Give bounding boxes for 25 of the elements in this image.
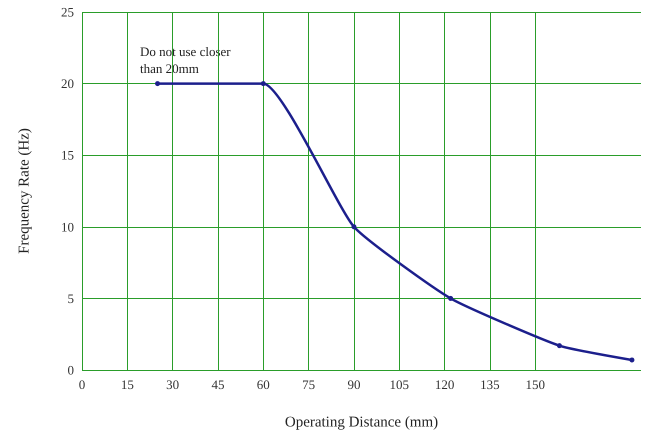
point bbox=[260, 81, 266, 86]
y-tick-label: 10 bbox=[61, 219, 74, 234]
point bbox=[448, 296, 454, 301]
y-tick-label: 5 bbox=[68, 290, 74, 306]
x-tick-label: 135 bbox=[480, 377, 500, 392]
y-tick-label: 0 bbox=[68, 362, 74, 378]
x-tick-label: 120 bbox=[434, 377, 454, 392]
x-tick-label: 75 bbox=[302, 377, 316, 392]
point bbox=[155, 81, 160, 86]
x-tick-label: 105 bbox=[390, 377, 410, 392]
point bbox=[629, 357, 634, 362]
x-axis-title: Operating Distance (mm) bbox=[284, 414, 438, 430]
x-tick-label: 30 bbox=[166, 377, 180, 392]
y-tick-label: 20 bbox=[61, 76, 74, 92]
point bbox=[351, 224, 356, 230]
x-tick-label: 60 bbox=[256, 377, 270, 392]
x-tick-label: 90 bbox=[347, 377, 360, 392]
x-tick-label: 45 bbox=[211, 377, 224, 392]
point bbox=[556, 343, 562, 348]
y-tick-label: 25 bbox=[61, 4, 74, 20]
x-tick-label: 15 bbox=[120, 377, 134, 392]
y-tick-label: 15 bbox=[61, 148, 74, 163]
x-tick-label: 0 bbox=[78, 377, 86, 392]
y-axis-title: Frequency Rate (Hz) bbox=[16, 128, 32, 254]
x-tick-label: 150 bbox=[525, 377, 545, 392]
